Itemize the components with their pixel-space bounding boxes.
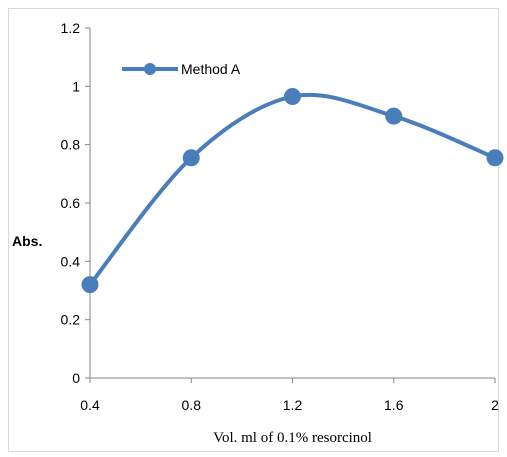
data-point <box>81 276 99 294</box>
y-tick-label: 0.2 <box>61 312 81 328</box>
y-tick-label: 1 <box>72 78 80 94</box>
series-layer <box>81 88 504 294</box>
legend-marker <box>144 63 156 75</box>
x-tick-label: 1.6 <box>384 397 404 413</box>
legend: Method A <box>122 61 241 77</box>
chart-border <box>8 8 499 452</box>
x-axis-label: Vol. ml of 0.1% resorcinol <box>213 430 372 446</box>
x-tick-label: 0.8 <box>182 397 202 413</box>
y-tick-label: 0 <box>72 370 80 386</box>
x-tick-label: 0.4 <box>80 397 100 413</box>
y-tick-label: 0.8 <box>61 137 81 153</box>
y-tick-label: 0.6 <box>61 195 81 211</box>
y-tick-label: 1.2 <box>61 20 81 36</box>
legend-label: Method A <box>181 61 241 77</box>
data-point <box>385 107 403 125</box>
plot-frame <box>8 8 499 452</box>
x-tick-label: 1.2 <box>283 397 303 413</box>
axes: 0 0.2 0.4 0.6 0.8 1 1.2 0.4 0.8 1.2 1.6 2 <box>61 20 500 413</box>
y-axis-label: Abs. <box>12 233 42 249</box>
series-line <box>88 92 497 287</box>
x-tick-label: 2 <box>491 397 499 413</box>
data-point <box>284 88 301 106</box>
y-tick-label: 0.4 <box>61 253 81 269</box>
data-point <box>486 149 504 167</box>
data-point <box>182 149 200 167</box>
